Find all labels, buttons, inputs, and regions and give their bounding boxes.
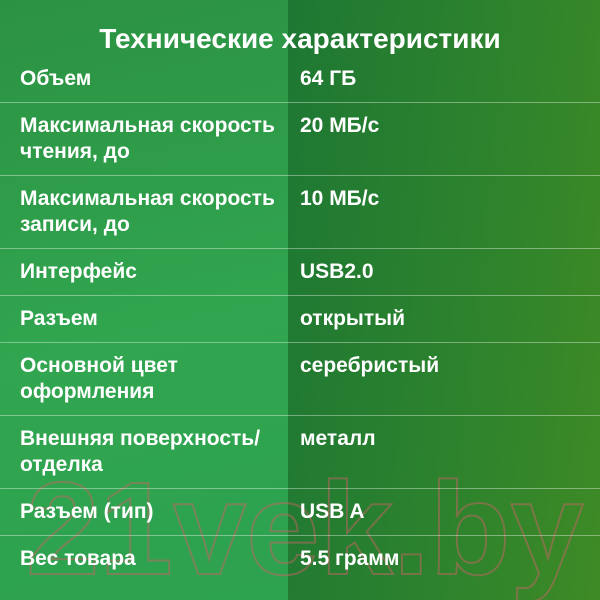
spec-value: 5.5 грамм [300, 547, 400, 570]
spec-label: Вес товара [20, 547, 136, 570]
spec-label: Максимальная скорость чтения, до [20, 114, 275, 163]
table-row: Внешняя поверхность/отделка металл [0, 416, 600, 489]
spec-label: Разъем (тип) [20, 500, 154, 523]
table-row: Максимальная скорость записи, до 10 МБ/с [0, 176, 600, 249]
page-title: Технические характеристики [99, 23, 501, 54]
spec-label: Интерфейс [20, 260, 137, 283]
spec-value: 10 МБ/с [300, 187, 380, 210]
spec-value: серебристый [300, 354, 440, 377]
background-left-panel [0, 0, 288, 600]
spec-label: Разъем [20, 307, 98, 330]
table-row: Объем 64 ГБ [0, 56, 600, 103]
spec-label: Внешняя поверхность/отделка [20, 427, 261, 476]
table-row: Разъем открытый [0, 296, 600, 343]
spec-value: открытый [300, 307, 405, 330]
spec-value: металл [300, 427, 376, 450]
spec-table: Объем 64 ГБ Максимальная скорость чтения, … [0, 56, 600, 582]
table-row: Основной цвет оформления серебристый [0, 343, 600, 416]
table-row: Максимальная скорость чтения, до 20 МБ/с [0, 103, 600, 176]
table-row: Вес товара 5.5 грамм [0, 536, 600, 582]
spec-value: USB2.0 [300, 260, 374, 283]
spec-label: Максимальная скорость записи, до [20, 187, 275, 236]
table-row: Интерфейс USB2.0 [0, 249, 600, 296]
table-row: Разъем (тип) USB A [0, 489, 600, 536]
spec-value: 20 МБ/с [300, 114, 380, 137]
spec-value: USB A [300, 500, 365, 523]
spec-value: 64 ГБ [300, 67, 357, 90]
spec-label: Основной цвет оформления [20, 354, 178, 403]
background-right-panel [288, 0, 600, 600]
spec-label: Объем [20, 67, 92, 90]
